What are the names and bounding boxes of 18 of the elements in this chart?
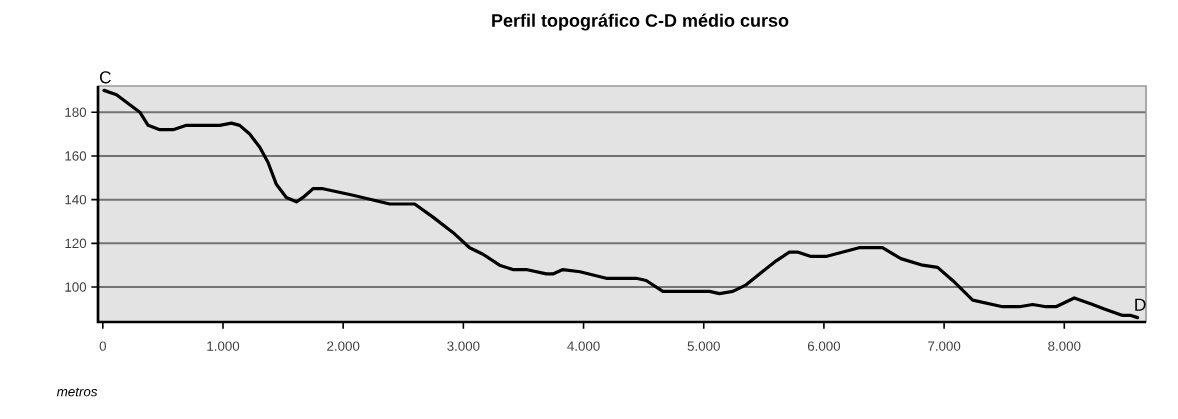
x-tick-label: 8.000 (1048, 341, 1081, 351)
x-tick-label: 5.000 (687, 341, 720, 351)
y-tick-label: 100 (65, 282, 87, 292)
chart-title: Perfil topográfico C-D médio curso (492, 13, 789, 31)
x-tick-label: 0 (99, 341, 107, 351)
annotation: D (1135, 298, 1146, 311)
x-tick-label: 6.000 (807, 341, 841, 351)
x-axis-title: metros (56, 387, 98, 397)
x-tick-label: 2.000 (327, 341, 360, 351)
y-tick-label: 160 (65, 151, 87, 161)
x-tick-label: 1.000 (207, 341, 240, 351)
y-tick-label: 120 (65, 238, 87, 249)
x-tick-label: 7.000 (928, 341, 961, 351)
x-tick-label: 4.000 (567, 341, 600, 351)
y-tick-label: 180 (65, 107, 87, 117)
y-tick-label: 140 (65, 194, 87, 205)
annotation: C (99, 71, 111, 84)
x-tick-label: 3.000 (447, 341, 480, 351)
